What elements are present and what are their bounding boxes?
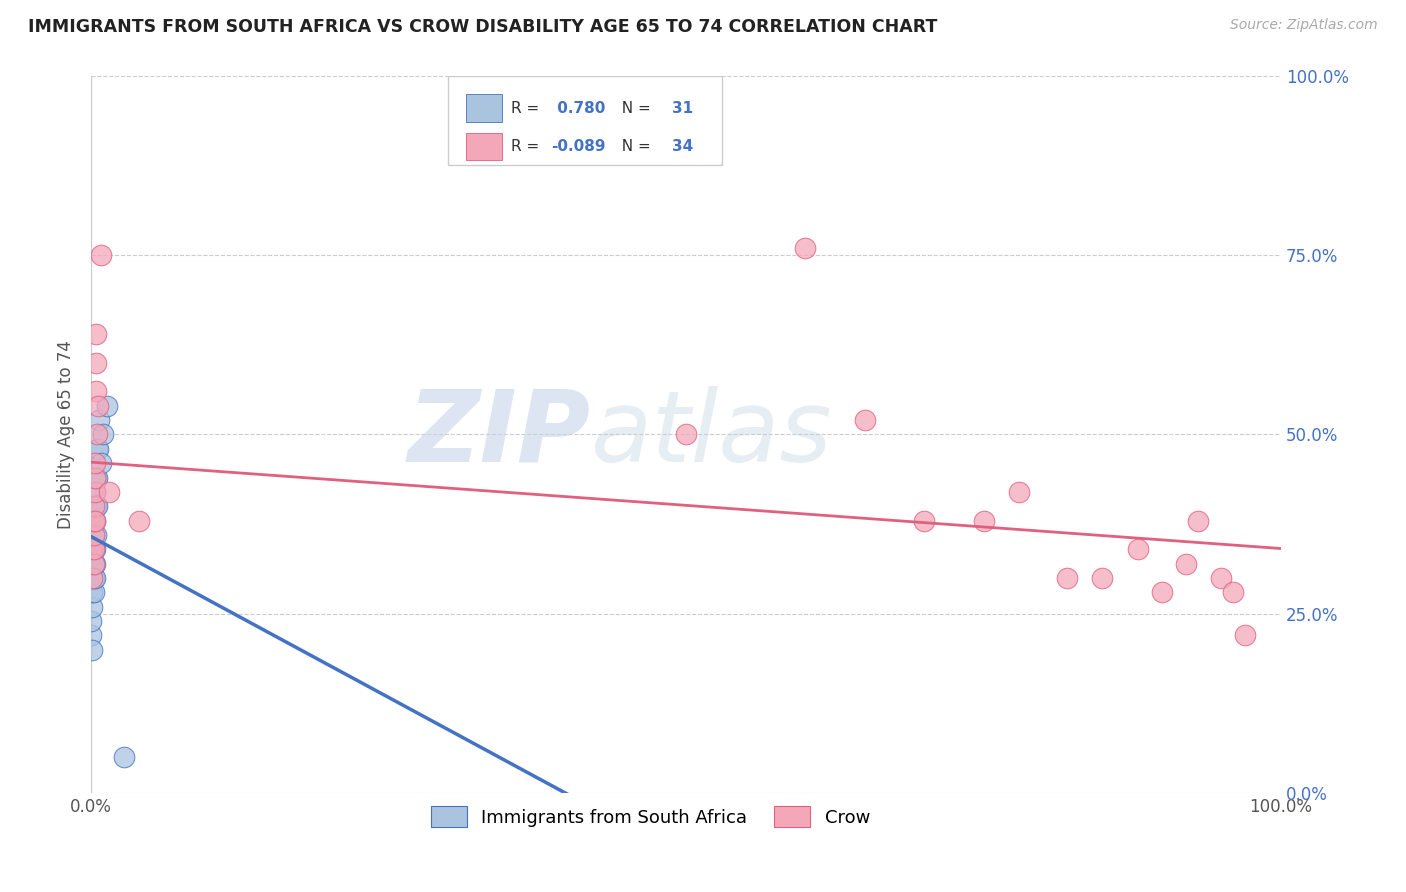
- Point: [853, 413, 876, 427]
- Point: [83, 542, 105, 557]
- Point: [82, 571, 104, 585]
- Text: -0.089: -0.089: [551, 139, 606, 154]
- Point: [912, 514, 935, 528]
- Point: [1128, 542, 1150, 557]
- Point: [82, 557, 104, 571]
- Point: [87, 399, 110, 413]
- Point: [83, 557, 105, 571]
- Point: [794, 241, 817, 255]
- Point: [1211, 571, 1233, 585]
- Point: [91, 427, 114, 442]
- Point: [1056, 571, 1078, 585]
- Point: [82, 599, 104, 614]
- Point: [1008, 484, 1031, 499]
- Point: [1222, 585, 1244, 599]
- Point: [83, 514, 105, 528]
- Point: [1187, 514, 1209, 528]
- Point: [82, 585, 104, 599]
- Point: [86, 500, 108, 514]
- Text: N =: N =: [612, 101, 657, 115]
- Point: [83, 514, 105, 528]
- Point: [83, 557, 105, 571]
- Point: [84, 356, 107, 370]
- Text: ZIP: ZIP: [408, 386, 591, 483]
- Point: [86, 442, 108, 456]
- Text: 34: 34: [672, 139, 693, 154]
- Point: [98, 484, 121, 499]
- Text: N =: N =: [612, 139, 657, 154]
- Point: [973, 514, 995, 528]
- Text: atlas: atlas: [591, 386, 832, 483]
- Point: [83, 484, 105, 499]
- Point: [675, 427, 697, 442]
- Text: 0.780: 0.780: [551, 101, 605, 115]
- Point: [86, 427, 108, 442]
- Point: [80, 614, 103, 628]
- Text: IMMIGRANTS FROM SOUTH AFRICA VS CROW DISABILITY AGE 65 TO 74 CORRELATION CHART: IMMIGRANTS FROM SOUTH AFRICA VS CROW DIS…: [28, 18, 938, 36]
- Point: [1234, 628, 1257, 642]
- Point: [96, 399, 118, 413]
- Point: [83, 456, 105, 470]
- Point: [87, 442, 110, 456]
- Point: [83, 571, 105, 585]
- Text: Source: ZipAtlas.com: Source: ZipAtlas.com: [1230, 18, 1378, 32]
- Point: [83, 470, 105, 484]
- Point: [83, 514, 105, 528]
- Point: [82, 542, 104, 557]
- Point: [86, 470, 108, 484]
- Point: [84, 528, 107, 542]
- Point: [82, 571, 104, 585]
- Point: [83, 542, 105, 557]
- Point: [1150, 585, 1173, 599]
- Point: [83, 514, 105, 528]
- Point: [1174, 557, 1197, 571]
- Point: [83, 571, 105, 585]
- Point: [1091, 571, 1114, 585]
- FancyBboxPatch shape: [465, 133, 502, 161]
- Point: [89, 413, 111, 427]
- Point: [84, 500, 107, 514]
- Point: [83, 484, 105, 499]
- Point: [83, 585, 105, 599]
- Point: [80, 628, 103, 642]
- Point: [84, 326, 107, 341]
- Text: R =: R =: [512, 101, 544, 115]
- Point: [83, 542, 105, 557]
- Legend: Immigrants from South Africa, Crow: Immigrants from South Africa, Crow: [423, 799, 877, 835]
- Point: [84, 384, 107, 399]
- Text: R =: R =: [512, 139, 544, 154]
- FancyBboxPatch shape: [449, 76, 721, 165]
- Point: [83, 528, 105, 542]
- Text: 31: 31: [672, 101, 693, 115]
- Point: [83, 528, 105, 542]
- Point: [114, 750, 136, 764]
- Point: [128, 514, 150, 528]
- Point: [90, 248, 112, 262]
- FancyBboxPatch shape: [465, 95, 502, 121]
- Point: [83, 557, 105, 571]
- Point: [83, 500, 105, 514]
- Point: [84, 470, 107, 484]
- Y-axis label: Disability Age 65 to 74: Disability Age 65 to 74: [58, 340, 75, 529]
- Point: [82, 642, 104, 657]
- Point: [90, 456, 112, 470]
- Point: [82, 542, 104, 557]
